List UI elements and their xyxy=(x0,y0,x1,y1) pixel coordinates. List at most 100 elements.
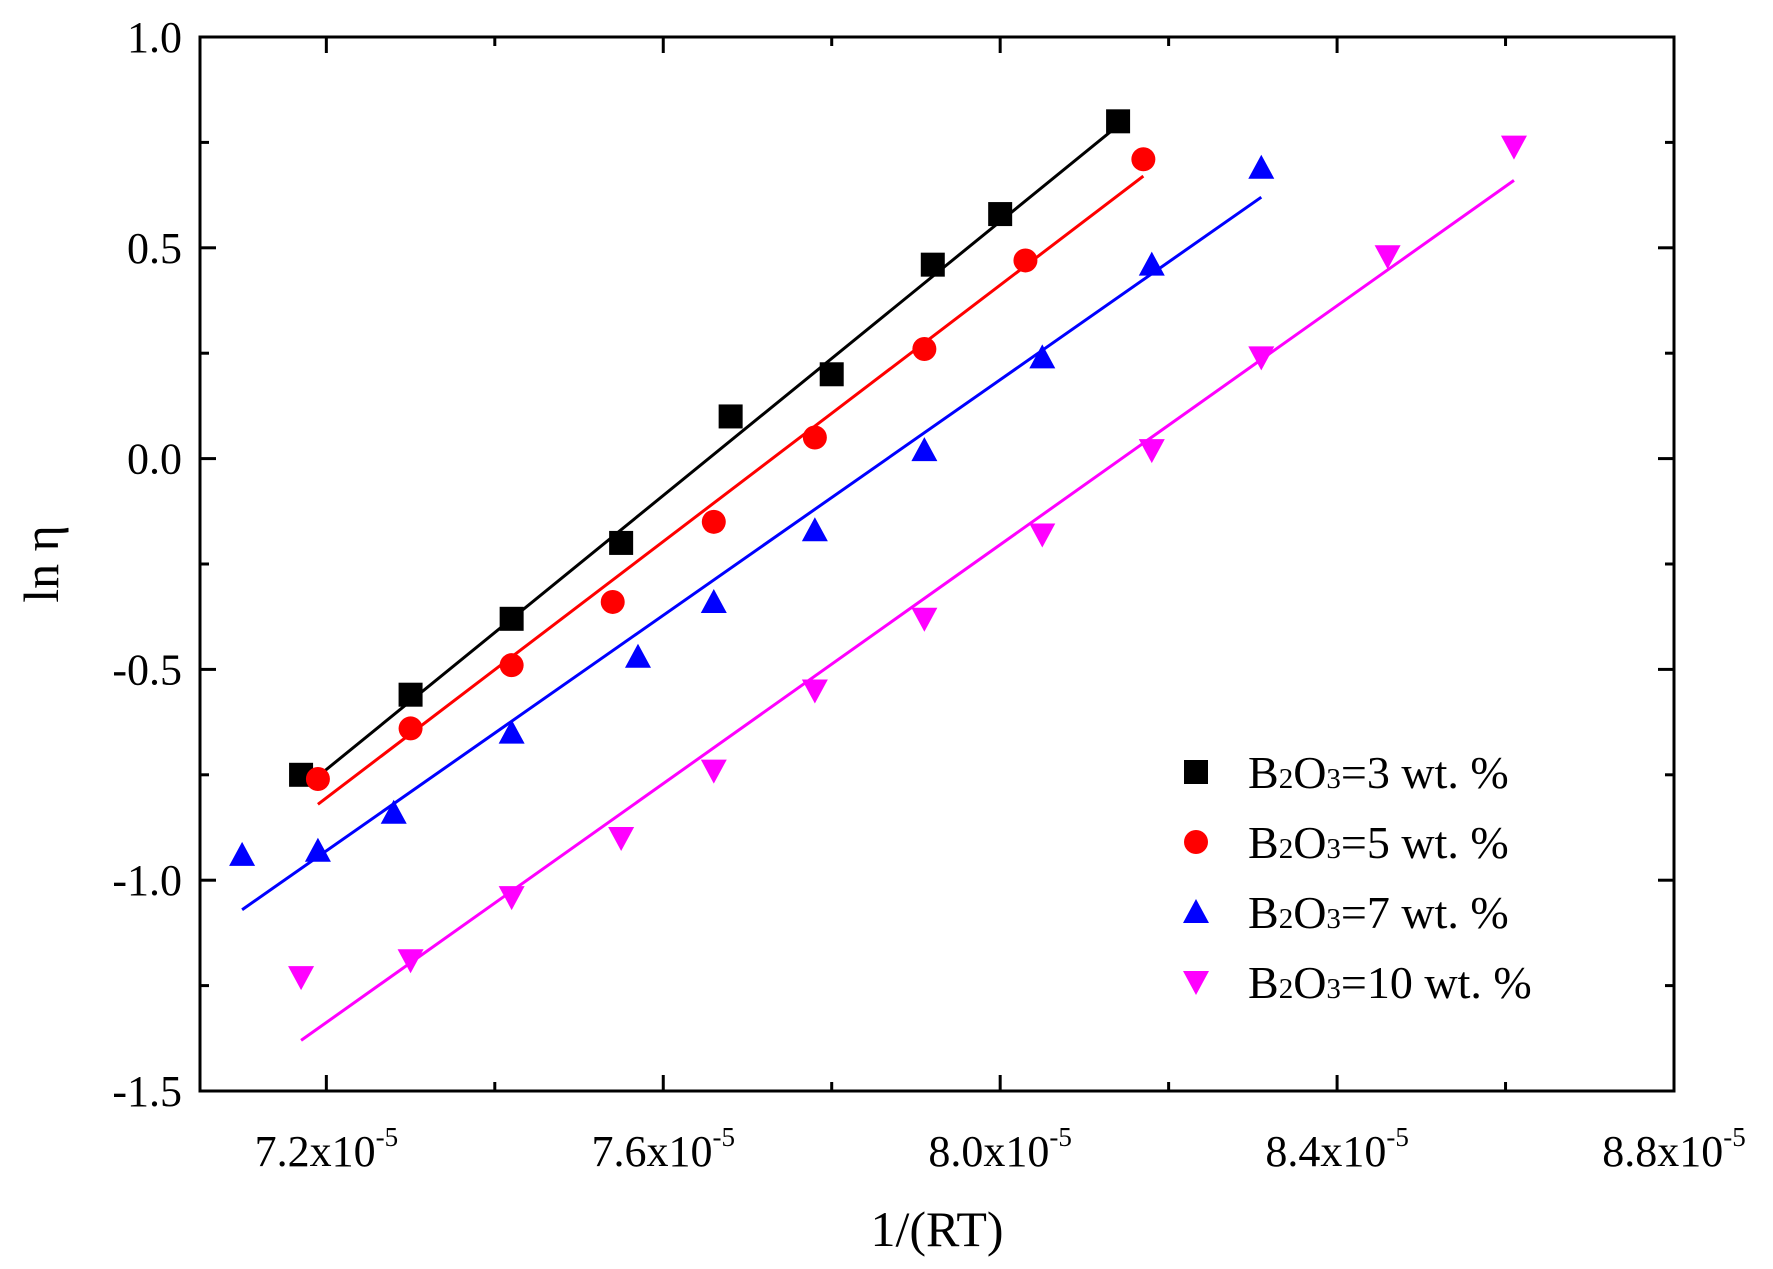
legend-label-part: 2 xyxy=(1279,973,1294,1005)
data-point-series-1 xyxy=(819,362,844,387)
data-point-series-4 xyxy=(801,679,828,704)
data-point-series-4 xyxy=(288,966,315,991)
x-axis-title: 1/(RT) xyxy=(870,1201,1003,1257)
x-tick-mantissa: 8.4x10 xyxy=(1265,1127,1386,1176)
x-tick-label: 8.0x10-5 xyxy=(928,1122,1071,1176)
legend-label-series-4: B2O3=10 wt. % xyxy=(1248,957,1532,1008)
x-tick-label: 7.6x10-5 xyxy=(592,1122,736,1176)
data-point-series-1 xyxy=(398,682,423,707)
data-point-series-3 xyxy=(1029,344,1056,369)
axis-ticks: -1.5-1.0-0.50.00.51.07.2x10-5 7.6x10-5 8.0… xyxy=(112,13,1745,1176)
x-tick-exponent: -5 xyxy=(713,1122,736,1152)
x-tick-mantissa: 8.0x10 xyxy=(928,1127,1049,1176)
x-tick-label: 8.8x10-5 xyxy=(1602,1122,1746,1176)
x-tick-mantissa: 7.6x10 xyxy=(592,1127,713,1176)
legend-label-part: =7 wt. % xyxy=(1341,887,1509,938)
data-point-series-2 xyxy=(499,653,524,678)
y-tick-label: 1.0 xyxy=(127,13,182,62)
fit-line-series-4 xyxy=(300,179,1515,1042)
legend-label-series-3: B2O3=7 wt. % xyxy=(1248,887,1509,938)
legend-label-part: B xyxy=(1248,817,1279,868)
legend-label-part: =3 wt. % xyxy=(1341,747,1509,798)
y-axis-title: ln η xyxy=(13,525,69,603)
data-point-series-2 xyxy=(802,425,827,450)
legend-label-part: 2 xyxy=(1279,833,1294,865)
legend-label-part: 2 xyxy=(1279,763,1294,795)
data-point-series-2 xyxy=(305,767,330,792)
legend-label-series-1: B2O3=3 wt. % xyxy=(1248,747,1509,798)
x-tick-exponent: -5 xyxy=(1049,1122,1072,1152)
legend: B2O3=3 wt. %B2O3=5 wt. %B2O3=7 wt. %B2O3… xyxy=(1183,747,1532,1008)
data-point-series-2 xyxy=(398,716,423,741)
data-point-series-2 xyxy=(1131,147,1156,172)
data-point-series-1 xyxy=(920,252,945,277)
data-point-series-3 xyxy=(700,588,727,613)
fit-line-series-2 xyxy=(317,174,1145,806)
y-tick-label: -1.5 xyxy=(112,1067,182,1116)
x-tick-mantissa: 7.2x10 xyxy=(255,1127,376,1176)
y-tick-label: -0.5 xyxy=(112,645,182,694)
data-point-series-4 xyxy=(1138,439,1165,464)
y-tick-label: 0.5 xyxy=(127,224,182,273)
y-tick-label: -1.0 xyxy=(112,856,182,905)
legend-label-part: O xyxy=(1293,817,1326,868)
data-point-series-4 xyxy=(1029,523,1056,548)
legend-label-part: 3 xyxy=(1326,833,1341,865)
x-tick-exponent: -5 xyxy=(1386,1122,1409,1152)
y-tick-label: 0.0 xyxy=(127,435,182,484)
data-point-series-3 xyxy=(498,719,525,744)
data-point-series-1 xyxy=(718,404,743,429)
data-point-series-3 xyxy=(1248,154,1275,179)
data-point-series-4 xyxy=(498,886,525,911)
legend-label-part: 2 xyxy=(1279,903,1294,935)
legend-label-part: B xyxy=(1248,887,1279,938)
data-point-series-4 xyxy=(911,607,938,632)
data-point-series-4 xyxy=(1248,346,1275,371)
legend-label-part: O xyxy=(1293,957,1326,1008)
legend-label-part: O xyxy=(1293,887,1326,938)
data-point-series-3 xyxy=(801,517,828,542)
data-point-series-2 xyxy=(912,336,937,361)
data-point-series-3 xyxy=(1138,251,1165,276)
data-point-series-4 xyxy=(1500,135,1527,160)
legend-label-series-2: B2O3=5 wt. % xyxy=(1248,817,1509,868)
legend-label-part: 3 xyxy=(1326,973,1341,1005)
x-tick-label: 7.2x10-5 xyxy=(255,1122,399,1176)
x-tick-exponent: -5 xyxy=(1723,1122,1746,1152)
data-point-series-1 xyxy=(609,530,634,555)
data-point-series-3 xyxy=(624,643,651,668)
x-tick-label: 8.4x10-5 xyxy=(1265,1122,1409,1176)
legend-marker-series-1 xyxy=(1184,760,1208,784)
data-point-series-2 xyxy=(600,589,625,614)
data-point-series-1 xyxy=(499,606,524,631)
fit-line-series-1 xyxy=(308,124,1120,785)
data-point-series-3 xyxy=(911,437,938,462)
data-point-series-2 xyxy=(1013,248,1038,273)
legend-marker-series-4 xyxy=(1183,971,1209,995)
data-point-series-3 xyxy=(229,841,256,866)
x-tick-exponent: -5 xyxy=(376,1122,399,1152)
legend-label-part: 3 xyxy=(1326,903,1341,935)
legend-label-part: =5 wt. % xyxy=(1341,817,1509,868)
fit-lines xyxy=(241,124,1515,1042)
data-markers xyxy=(229,109,1527,991)
legend-marker-series-2 xyxy=(1184,830,1208,854)
legend-label-part: B xyxy=(1248,747,1279,798)
legend-label-part: 3 xyxy=(1326,763,1341,795)
data-point-series-1 xyxy=(1106,109,1131,134)
x-tick-mantissa: 8.8x10 xyxy=(1602,1127,1723,1176)
data-point-series-3 xyxy=(380,799,407,824)
data-point-series-2 xyxy=(701,509,726,534)
data-point-series-4 xyxy=(700,759,727,784)
fit-line-series-3 xyxy=(241,195,1263,911)
data-point-series-4 xyxy=(608,827,635,852)
data-point-series-4 xyxy=(1374,245,1401,270)
data-point-series-3 xyxy=(304,837,331,862)
legend-label-part: O xyxy=(1293,747,1326,798)
data-point-series-1 xyxy=(988,202,1013,227)
legend-marker-series-3 xyxy=(1183,899,1209,923)
legend-label-part: =10 wt. % xyxy=(1341,957,1532,1008)
legend-label-part: B xyxy=(1248,957,1279,1008)
data-point-series-4 xyxy=(397,949,424,974)
